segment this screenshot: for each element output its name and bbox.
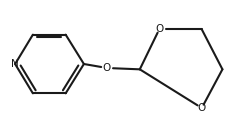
Text: N: N bbox=[11, 59, 19, 69]
Text: O: O bbox=[103, 63, 111, 73]
Text: O: O bbox=[155, 24, 163, 34]
Text: O: O bbox=[198, 103, 206, 113]
